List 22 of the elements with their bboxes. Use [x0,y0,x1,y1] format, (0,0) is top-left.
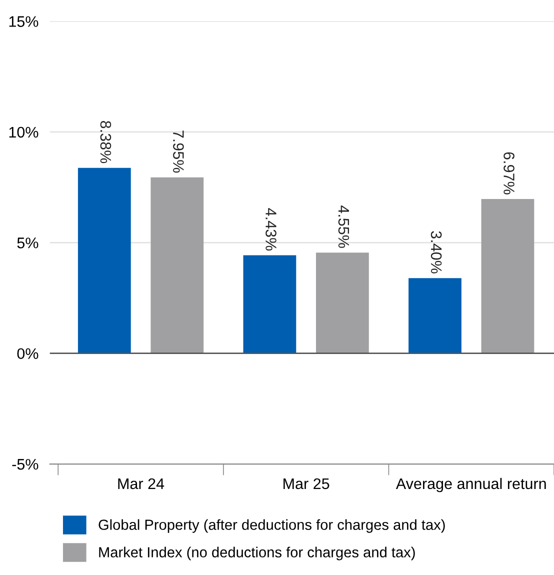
data-label: 3.40% [430,231,442,274]
data-label: 8.38% [100,121,112,164]
y-tick-label: -5% [12,458,38,470]
data-label: 4.55% [338,205,350,248]
x-tick-label: Average annual return [396,478,546,492]
x-tick-label: Mar 24 [118,478,164,490]
bar [316,252,369,354]
legend-label: Market Index (no deductions for charges and tax) [99,546,415,560]
bar [408,278,462,354]
legend-label: Global Property (after deductions for charges and tax) [98,519,445,533]
x-tick-label: Mar 25 [284,478,330,490]
data-label: 4.43% [266,208,276,251]
y-tick-label: 15% [9,16,38,27]
bar [78,168,131,354]
y-tick-label: 0% [17,348,38,360]
y-tick-label: 10% [9,126,38,138]
y-tick-label: 5% [17,238,38,248]
bar [150,177,204,354]
data-label: 7.95% [173,130,184,173]
bar [243,255,296,354]
bar [481,199,534,354]
data-label: 6.97% [504,152,514,194]
